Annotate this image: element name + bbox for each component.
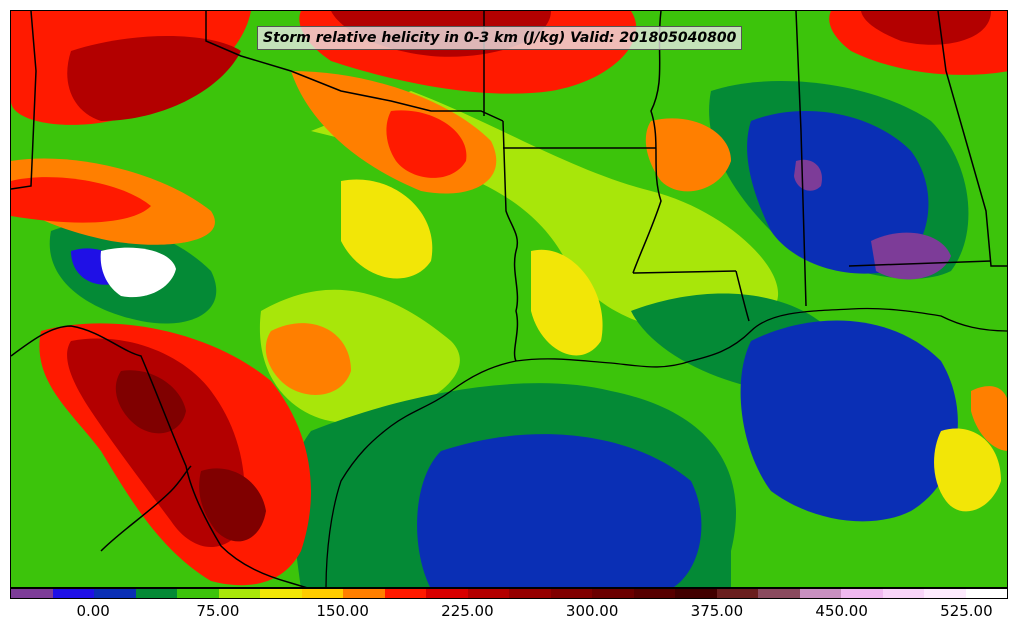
colorbar-swatch: [384, 589, 426, 598]
colorbar-swatch: [758, 589, 800, 598]
colorbar-swatch: [467, 589, 509, 598]
colorbar-swatch: [799, 589, 841, 598]
colorbar-swatch: [716, 589, 758, 598]
field-orange-central: [265, 323, 351, 395]
al-ga-boundary: [937, 11, 1007, 267]
field-blue-southeast: [747, 111, 929, 274]
colorbar: [10, 588, 1008, 599]
mississippi-river-boundary: [632, 11, 662, 274]
colorbar-swatch: [550, 589, 592, 598]
colorbar-tick-label: 525.00: [940, 602, 993, 620]
colorbar-swatch: [509, 589, 551, 598]
rio-grande-boundary: [11, 325, 307, 587]
field-red-nw: [11, 177, 151, 223]
map-title: Storm relative helicity in 0-3 km (J/kg)…: [257, 26, 743, 50]
colorbar-swatch: [11, 589, 53, 598]
colorbar-swatch: [52, 589, 94, 598]
map-panel: Storm relative helicity in 0-3 km (J/kg)…: [10, 10, 1008, 588]
colorbar-tick-label: 450.00: [815, 602, 868, 620]
field-darkred-northwest: [67, 36, 241, 121]
field-gulf-west-blue: [417, 434, 702, 587]
mexico-state-line: [100, 465, 192, 552]
colorbar-tick-label: 225.00: [441, 602, 494, 620]
field-gulf-east-blue: [740, 320, 958, 522]
field-yellow-east-edge: [934, 428, 1001, 512]
colorbar-swatch: [135, 589, 177, 598]
colorbar-swatch: [301, 589, 343, 598]
colorbar-swatch: [426, 589, 468, 598]
tx-la-boundary: [502, 120, 519, 362]
helicity-field-map: [11, 11, 1007, 587]
al-fl-boundary: [848, 260, 992, 267]
colorbar-swatch: [343, 589, 385, 598]
field-missing-data: [100, 247, 176, 298]
state-boundaries: [11, 11, 1007, 587]
colorbar-swatch: [177, 589, 219, 598]
field-orange-ms: [645, 118, 731, 192]
tx-nm-boundary: [11, 11, 37, 190]
la-ms-boundary: [632, 270, 737, 274]
colorbar-swatch: [841, 589, 883, 598]
colorbar-swatch: [675, 589, 717, 598]
colorbar-tick-label: 300.00: [565, 602, 619, 620]
coastline: [325, 307, 1007, 587]
colorbar-tick-label: 150.00: [316, 602, 369, 620]
field-darkred-ne: [861, 11, 991, 45]
colorbar-tick-label: 0.00: [76, 602, 110, 620]
ms-al-boundary: [795, 11, 807, 307]
field-red-central-north: [386, 110, 467, 178]
colorbar-tick-label: 375.00: [690, 602, 744, 620]
field-orange-east-edge: [971, 386, 1007, 451]
field-purple-patch-2: [794, 159, 822, 191]
gulf-coastline: [325, 307, 1007, 587]
colorbar-swatch: [633, 589, 675, 598]
colorbar-swatch: [965, 589, 1007, 598]
colorbar-tick-label: 75.00: [196, 602, 240, 620]
colorbar-swatch: [260, 589, 302, 598]
field-maroon-southwest: [115, 370, 186, 434]
pearl-river-boundary: [735, 270, 750, 322]
colorbar-swatch: [94, 589, 136, 598]
field-maroon-south: [199, 468, 266, 542]
red-river-boundary: [205, 11, 504, 122]
colorbar-swatch: [924, 589, 966, 598]
colorbar-swatch: [592, 589, 634, 598]
field-yellow-patch-2: [341, 179, 433, 279]
field-purple-patch: [871, 232, 951, 280]
field-yellow-patch: [531, 249, 603, 356]
colorbar-swatch: [882, 589, 924, 598]
colorbar-tick-labels: 0.00 75.00 150.00 225.00 300.00 375.00 450.00 5…: [0, 602, 1018, 624]
colorbar-swatch: [218, 589, 260, 598]
